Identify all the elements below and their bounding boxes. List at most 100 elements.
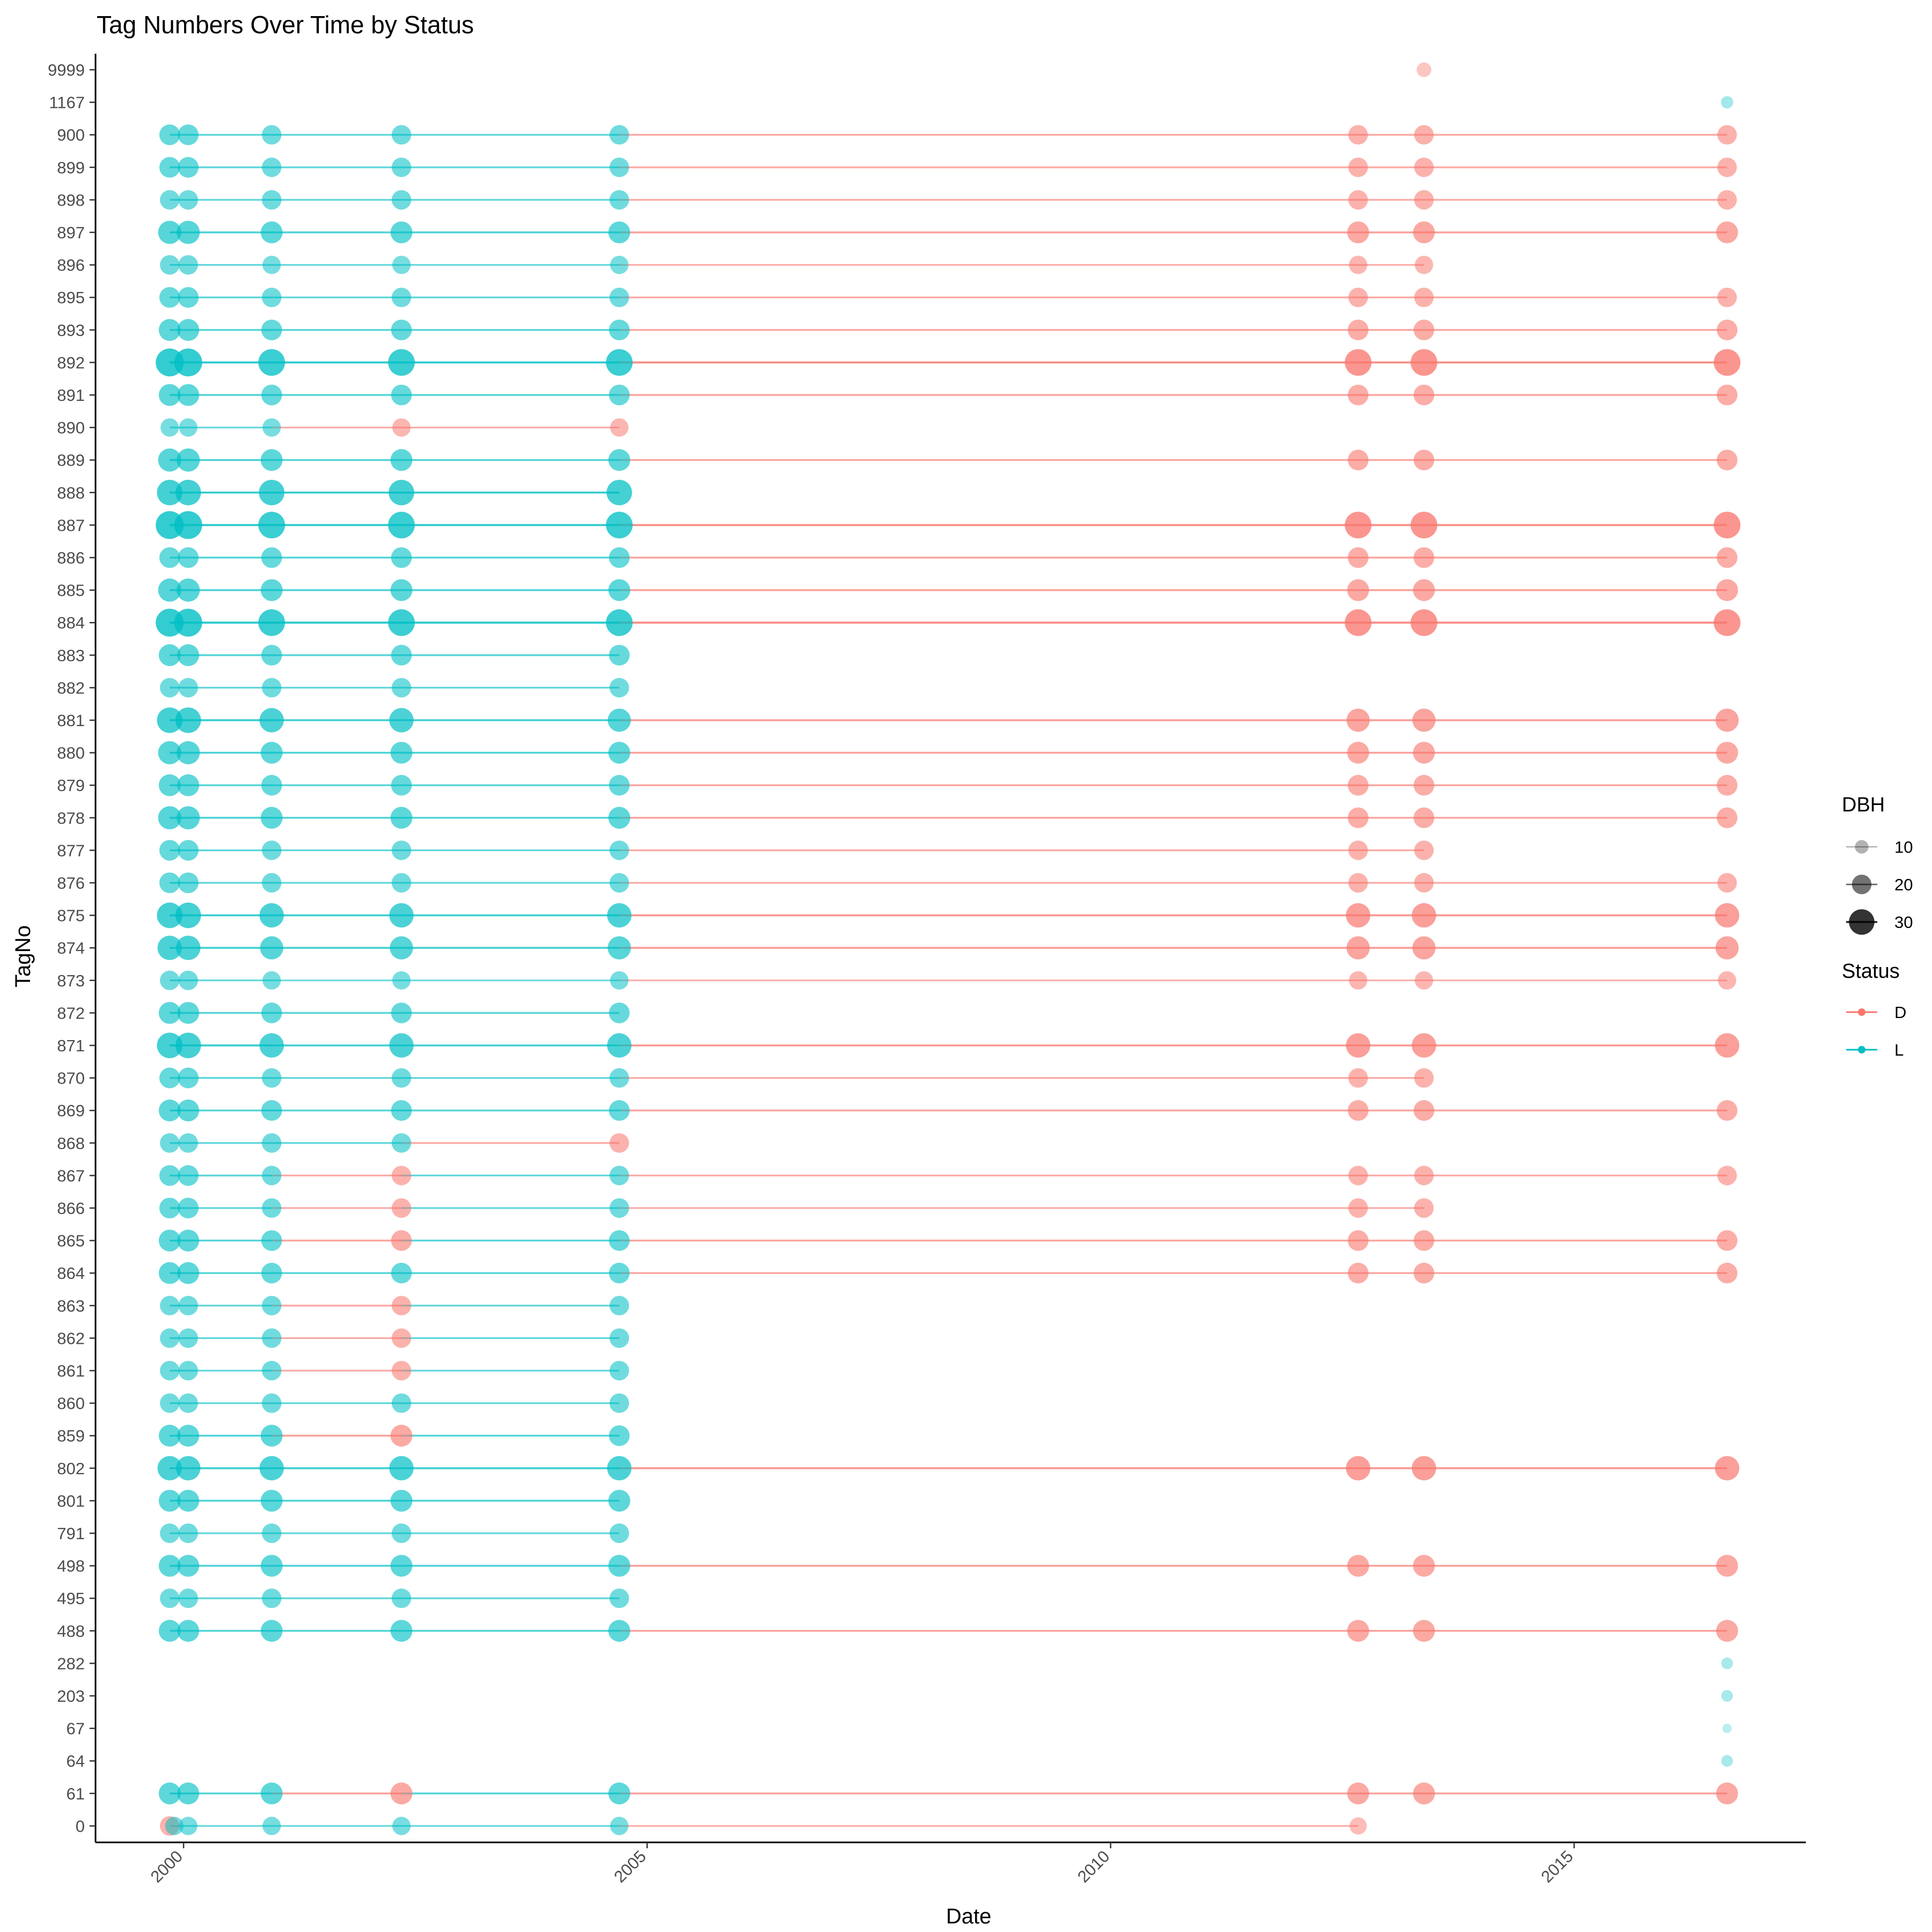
data-point — [391, 1002, 412, 1023]
y-tick-label: 874 — [57, 939, 85, 957]
data-point — [1716, 774, 1738, 796]
data-point — [177, 1555, 200, 1577]
data-point — [391, 645, 412, 666]
data-point — [176, 1456, 201, 1481]
data-point — [1348, 157, 1368, 177]
data-point — [157, 902, 182, 928]
data-point — [176, 935, 201, 960]
data-point — [260, 1490, 283, 1512]
data-point — [1721, 1657, 1733, 1670]
y-tick-label: 868 — [57, 1134, 85, 1153]
data-point — [606, 609, 633, 636]
y-tick-label: 282 — [57, 1654, 85, 1673]
data-point — [1348, 547, 1368, 568]
data-point — [1349, 255, 1367, 274]
y-tick-label: 801 — [57, 1491, 85, 1510]
data-point — [388, 609, 415, 636]
y-tick-label: 859 — [57, 1426, 85, 1445]
data-point — [1414, 1166, 1434, 1185]
data-point — [178, 1165, 199, 1186]
data-point — [1414, 840, 1434, 860]
data-point — [1416, 62, 1432, 77]
data-point — [391, 1328, 412, 1348]
data-point — [1410, 349, 1438, 376]
data-point — [262, 873, 282, 893]
data-point — [159, 1523, 180, 1543]
data-point — [390, 1490, 413, 1512]
data-point — [610, 418, 629, 437]
data-point — [261, 1230, 282, 1251]
data-point — [391, 873, 412, 893]
data-point — [177, 1262, 200, 1284]
data-point — [607, 903, 632, 928]
y-tick-label: 881 — [57, 711, 85, 730]
data-point — [260, 1424, 283, 1447]
y-tick-label: 883 — [57, 646, 85, 665]
data-point — [1348, 125, 1368, 145]
data-point — [158, 1490, 181, 1512]
data-point — [159, 547, 180, 568]
data-point — [391, 840, 412, 860]
y-tick-label: 0 — [76, 1817, 85, 1835]
data-point — [1718, 971, 1737, 990]
data-point — [157, 935, 182, 960]
data-point — [178, 1067, 199, 1088]
data-point — [1714, 511, 1741, 539]
data-point — [1347, 1782, 1370, 1805]
data-point — [389, 1456, 414, 1481]
data-point — [1716, 1262, 1738, 1284]
data-point — [177, 741, 200, 765]
data-point — [391, 1230, 412, 1251]
data-point — [178, 124, 199, 145]
data-point — [610, 255, 629, 274]
data-point — [261, 384, 282, 406]
data-point — [262, 678, 282, 698]
data-point — [177, 774, 200, 796]
data-point — [1349, 1817, 1367, 1835]
data-point — [177, 1490, 200, 1512]
data-point — [158, 1620, 181, 1642]
y-tick-label: 873 — [57, 971, 85, 990]
data-point — [179, 1817, 197, 1835]
data-point — [1348, 1230, 1368, 1251]
data-point — [159, 1360, 180, 1381]
data-point — [1348, 1166, 1368, 1185]
y-tick-label: 877 — [57, 841, 85, 860]
data-point — [177, 1099, 200, 1122]
data-point — [157, 480, 182, 506]
data-point — [259, 1456, 284, 1481]
data-point — [178, 678, 198, 698]
data-point — [391, 1198, 412, 1218]
data-point — [160, 418, 179, 437]
data-point — [1348, 873, 1368, 893]
data-point — [391, 1133, 412, 1153]
data-point — [1716, 1620, 1738, 1642]
data-point — [391, 319, 412, 341]
y-tick-label: 886 — [57, 548, 85, 567]
data-point — [262, 971, 281, 990]
data-point — [158, 1782, 181, 1805]
y-tick-label: 867 — [57, 1166, 85, 1185]
data-point — [177, 221, 200, 244]
y-tick-label: 9999 — [48, 61, 85, 79]
data-point — [259, 903, 284, 928]
data-point — [1347, 579, 1370, 601]
y-tick-label: 896 — [57, 256, 85, 275]
y-tick-label: 889 — [57, 451, 85, 470]
data-point — [1345, 903, 1371, 928]
data-point — [1413, 579, 1435, 601]
data-point — [1716, 384, 1738, 406]
data-point — [1716, 221, 1738, 244]
data-point — [1414, 1262, 1435, 1284]
data-point — [261, 645, 282, 666]
data-point — [1717, 190, 1737, 210]
data-point — [262, 1166, 282, 1185]
data-point — [608, 221, 631, 244]
data-point — [1344, 609, 1372, 636]
y-tick-label: 203 — [57, 1687, 85, 1706]
data-point — [261, 1002, 282, 1023]
data-point — [177, 319, 200, 341]
data-point — [1347, 1555, 1370, 1577]
data-point — [1348, 807, 1368, 829]
